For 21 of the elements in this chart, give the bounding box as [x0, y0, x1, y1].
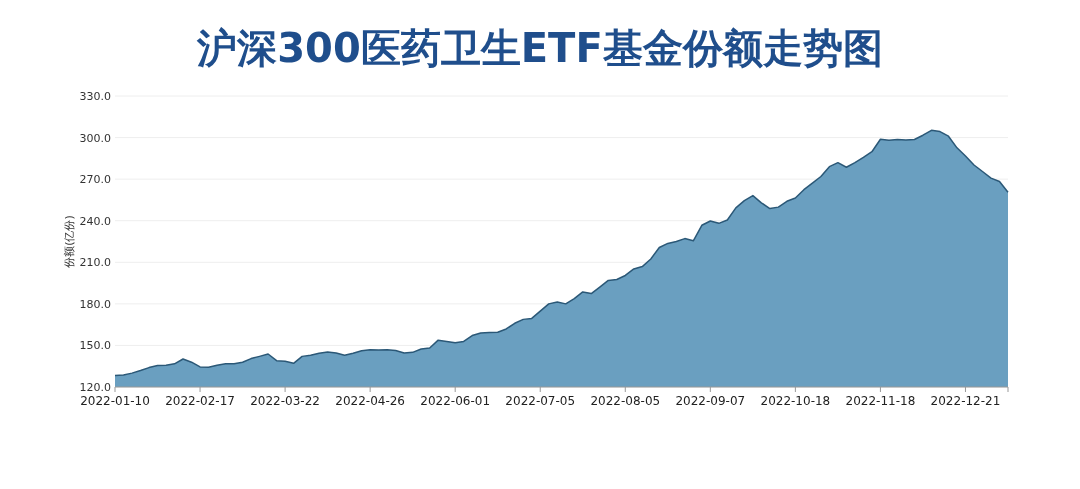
- y-tick-label: 330.0: [79, 90, 111, 103]
- y-tick-label: 300.0: [79, 131, 111, 145]
- x-tick-label: 2022-10-18: [760, 394, 831, 408]
- y-tick-label: 150.0: [79, 339, 111, 353]
- y-tick-label: 180.0: [79, 297, 111, 311]
- x-tick-label: 2022-02-17: [165, 394, 235, 408]
- y-tick-label: 120.0: [79, 381, 111, 394]
- x-tick-label: 2022-11-18: [845, 394, 916, 408]
- x-tick-label: 2022-07-05: [505, 394, 576, 408]
- x-tick-label: 2022-03-22: [250, 394, 320, 408]
- x-tick-label: 2022-12-21: [930, 394, 1001, 408]
- chart-title: 沪深300医药卫生ETF基金份额走势图: [196, 25, 883, 71]
- y-tick-label: 270.0: [79, 173, 111, 187]
- x-tick-label: 2022-06-01: [420, 394, 491, 408]
- y-tick-label: 240.0: [79, 214, 111, 228]
- y-tick-label: 210.0: [79, 256, 111, 270]
- x-tick-label: 2022-04-26: [335, 394, 406, 408]
- x-tick-label: 2022-09-07: [675, 394, 746, 408]
- x-tick-label: 2022-01-10: [80, 394, 150, 408]
- x-tick-label: 2022-08-05: [590, 394, 661, 408]
- y-axis-title: 份额(亿份): [63, 215, 76, 268]
